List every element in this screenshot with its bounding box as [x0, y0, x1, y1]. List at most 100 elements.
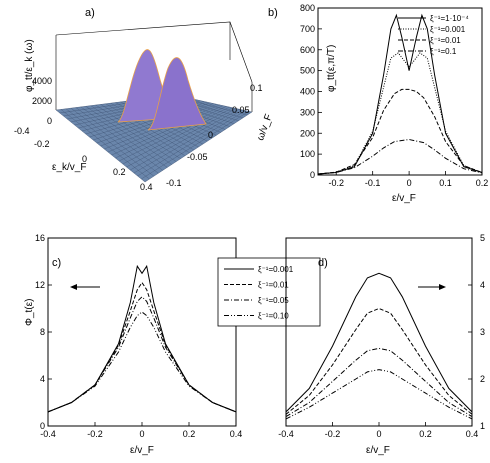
panel-b: b) -0.2 -0.1 0 0.1 0.2 0 100 200 300 400 500 600 70…: [268, 3, 488, 204]
panel-b-y-ticks: 0 100 200 300 400 500 600 700 800: [300, 3, 322, 180]
y-tick-label: 4: [480, 280, 485, 290]
left-arrow-head: [70, 284, 77, 290]
legend-entry: ξ⁻¹=1·10⁻⁴: [430, 14, 469, 23]
panel-c-frame: [47, 237, 237, 427]
panel-b-y-label: φ_tt(ε,π/T): [326, 45, 337, 92]
panel-b-x-ticks: -0.2 -0.1 0 0.1 0.2: [328, 171, 488, 188]
x-tick-label: 0.2: [476, 178, 489, 188]
series-line-1: [317, 52, 483, 175]
series-line-0: [285, 272, 473, 413]
series-line-0: [317, 13, 483, 175]
legend-entry: ξ⁻¹=0.05: [258, 296, 289, 305]
y-tick: 0.1: [250, 83, 263, 93]
x-tick-label: 0: [407, 178, 412, 188]
y-tick-label: 800: [300, 3, 315, 13]
x-tick: -0.4: [14, 126, 30, 136]
z-axis-label: φ_tt/ε_k (ω): [24, 39, 35, 92]
panel-d-label: d): [318, 257, 328, 269]
y-tick-label: 16: [35, 233, 45, 243]
legend-entry: ξ⁻¹=0.01: [258, 281, 289, 290]
y-tick-label: 200: [300, 128, 315, 138]
series-line-1: [47, 281, 237, 413]
x-tick: 0.2: [113, 167, 126, 177]
panel-cd-legend: ξ⁻¹=0.001 ξ⁻¹=0.01 ξ⁻¹=0.05 ξ⁻¹=0.10: [217, 257, 321, 327]
surface-grid-line: [133, 109, 243, 174]
panel-c-x-ticks: -0.4 -0.2 0 0.2 0.4: [40, 422, 242, 439]
series-line-3: [285, 369, 473, 420]
panel-c: c) -0.4 -0.2 0 0.2 0.4 0 4 8 12 16 ε/v_F Φ_t(ε): [24, 233, 242, 456]
panel-c-y-label: Φ_t(ε): [24, 299, 35, 326]
y-axis-label: ω/v_F: [255, 113, 275, 142]
legend-entry: ξ⁻¹=0.1: [430, 47, 457, 56]
x-tick-label: 0.4: [230, 429, 243, 439]
series-line-3: [47, 311, 237, 413]
panel-c-label: c): [52, 257, 61, 269]
y-tick: -0.1: [166, 178, 182, 188]
series-line-2: [285, 347, 473, 418]
x-tick-label: -0.2: [325, 429, 341, 439]
y-tick-label: 300: [300, 107, 315, 117]
x-tick-label: 0.2: [419, 429, 432, 439]
y-tick-label: 12: [35, 280, 45, 290]
y-tick-label: 0: [40, 421, 45, 431]
x-tick-label: 0.2: [183, 429, 196, 439]
panel-c-x-label: ε/v_F: [130, 445, 154, 456]
y-tick-label: 4: [40, 374, 45, 384]
z-tick: 2000: [32, 96, 52, 106]
surface-grid-line: [137, 110, 246, 177]
legend-entry: ξ⁻¹=0.01: [430, 36, 461, 45]
z-tick: 4000: [32, 76, 52, 86]
y-tick-label: 2: [480, 374, 485, 384]
y-tick-label: 600: [300, 45, 315, 55]
x-tick-label: 0.1: [439, 178, 452, 188]
x-tick: -0.2: [34, 139, 50, 149]
y-tick-label: 400: [300, 87, 315, 97]
right-arrow-head: [439, 284, 446, 290]
y-tick-label: 0: [310, 170, 315, 180]
y-tick-label: 5: [480, 233, 485, 243]
panel-b-label: b): [268, 7, 278, 19]
series-line-2: [47, 296, 237, 413]
legend-entry: ξ⁻¹=0.001: [430, 25, 466, 34]
panel-d-y-ticks: 1 2 3 4 5: [468, 233, 485, 431]
x-tick-label: 0: [376, 429, 381, 439]
x-tick-label: -0.2: [87, 429, 103, 439]
y-tick-label: 100: [300, 149, 315, 159]
z-tick: 0: [47, 116, 52, 126]
x-tick-label: 0.4: [466, 429, 479, 439]
y-tick: 0: [208, 130, 213, 140]
x-tick-label: 0: [139, 429, 144, 439]
y-tick-label: 8: [40, 327, 45, 337]
y-tick-label: 3: [480, 327, 485, 337]
x-tick: 0: [82, 154, 87, 164]
y-tick: 0.05: [232, 105, 250, 115]
panel-c-series: [47, 264, 237, 413]
panel-b-legend: ξ⁻¹=1·10⁻⁴ ξ⁻¹=0.001 ξ⁻¹=0.01 ξ⁻¹=0.1: [398, 14, 469, 56]
legend-entry: ξ⁻¹=0.001: [258, 265, 294, 274]
x-tick-label: -0.1: [365, 178, 381, 188]
y-tick: -0.05: [187, 152, 208, 162]
panel-c-y-ticks: 0 4 8 12 16: [35, 233, 52, 431]
panel-a-label: a): [85, 7, 95, 19]
y-tick-label: 700: [300, 24, 315, 34]
series-line-2: [317, 88, 483, 175]
panel-a: a) 4000 2000 0 φ_tt/ε_k (ω) -0.4 -0.2 0 …: [14, 7, 275, 192]
series-line-1: [285, 307, 473, 415]
panel-d: d) -0.4 -0.2 0 0.2 0.4 1 2 3 4 5 ε/v_F: [278, 233, 485, 456]
x-tick-label: -0.2: [328, 178, 344, 188]
panel-d-x-label: ε/v_F: [366, 445, 390, 456]
legend-entry: ξ⁻¹=0.10: [258, 312, 289, 321]
x-tick-label: -0.4: [278, 429, 294, 439]
y-tick-label: 500: [300, 66, 315, 76]
y-tick-label: 1: [480, 421, 485, 431]
panel-b-series: [317, 13, 483, 175]
series-line-3: [317, 138, 483, 175]
panel-d-x-ticks: -0.4 -0.2 0 0.2 0.4: [278, 422, 478, 439]
x-tick-label: -0.4: [40, 429, 56, 439]
x-axis-label: ε_k/v_F: [52, 162, 86, 173]
surface-peak-right: [147, 57, 207, 131]
x-tick: 0.4: [140, 182, 153, 192]
panel-d-series: [285, 272, 473, 420]
panel-b-x-label: ε/v_F: [392, 193, 416, 204]
